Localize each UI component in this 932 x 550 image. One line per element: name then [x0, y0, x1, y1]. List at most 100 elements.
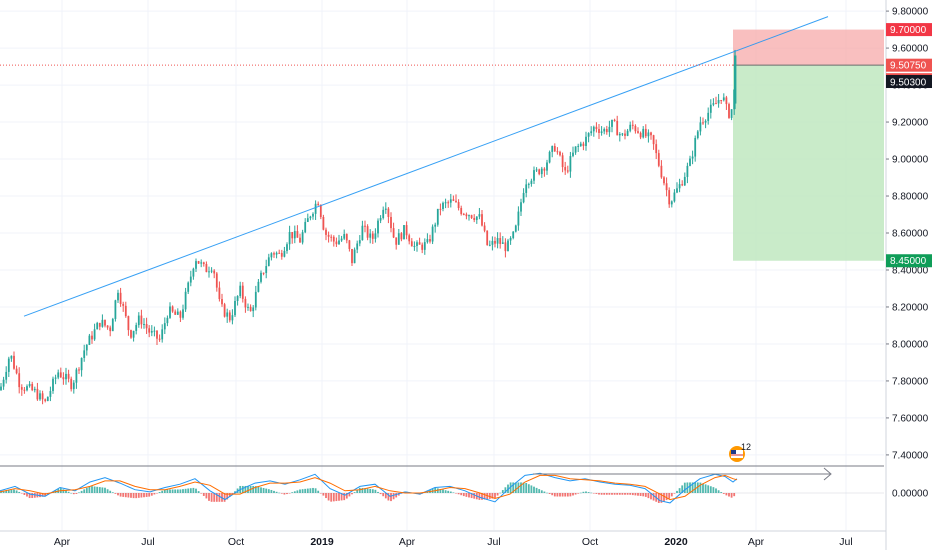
candle-body — [5, 371, 8, 380]
histogram-bar — [452, 492, 455, 493]
histogram-bar — [468, 493, 470, 498]
candle-body — [637, 131, 639, 133]
candle-body — [478, 214, 481, 217]
candle-body — [197, 261, 200, 264]
histogram-bar — [184, 488, 187, 493]
histogram-bar — [213, 493, 216, 502]
histogram-bar — [231, 493, 234, 494]
candle-body — [525, 184, 528, 193]
take-profit-zone[interactable] — [733, 65, 884, 261]
candle-body — [163, 323, 166, 330]
candle-body — [96, 322, 99, 330]
histogram-bar — [696, 482, 699, 493]
histogram-bar — [730, 493, 733, 498]
candle-body — [704, 120, 707, 123]
histogram-bar — [5, 490, 8, 493]
histogram-bar — [361, 488, 364, 493]
histogram-bar — [733, 493, 736, 497]
candle-body — [65, 373, 67, 380]
candle-body — [127, 316, 130, 331]
candle-body — [709, 104, 712, 113]
oscillator-pane — [0, 465, 884, 504]
candle-body — [660, 165, 663, 178]
trend-line-segment[interactable] — [23, 16, 829, 317]
candle-body — [564, 167, 567, 171]
candle-body — [179, 311, 182, 318]
candle-body — [533, 170, 535, 181]
histogram-bar — [483, 493, 486, 500]
histogram-bar — [390, 493, 392, 502]
candle-body — [644, 128, 647, 137]
candle-body — [335, 241, 338, 245]
candle-body — [460, 208, 463, 214]
candle-body — [15, 368, 18, 374]
histogram-bar — [652, 493, 655, 501]
candle-body — [379, 218, 382, 221]
histogram-bar — [93, 486, 96, 493]
histogram-bar — [85, 487, 88, 493]
candle-body — [200, 262, 203, 264]
histogram-bar — [533, 486, 535, 493]
candle-body — [57, 372, 60, 378]
candle-body — [499, 238, 502, 244]
histogram-bar — [275, 491, 278, 493]
histogram-bar — [491, 493, 494, 499]
histogram-bar — [96, 486, 99, 493]
candle-body — [67, 373, 70, 379]
candle-body — [80, 357, 83, 371]
target-price-label-bg — [886, 254, 932, 268]
candle-body — [496, 238, 499, 244]
histogram-bar — [704, 484, 707, 493]
histogram-bar — [720, 492, 723, 493]
candle-body — [280, 253, 283, 257]
candle-body — [585, 136, 587, 147]
histogram-bar — [104, 487, 106, 493]
price-tick-label: 8.20000 — [892, 302, 929, 313]
histogram-bar — [577, 493, 580, 494]
trend-line[interactable] — [23, 16, 829, 317]
candle-body — [434, 224, 437, 227]
candle-body — [374, 233, 377, 239]
stop-loss-zone[interactable] — [733, 29, 884, 66]
histogram-bar — [218, 493, 221, 502]
candle-body — [366, 226, 369, 238]
entry-price-label: 9.50750 — [890, 61, 927, 72]
histogram-bar — [579, 492, 582, 494]
candle-body — [494, 240, 496, 244]
histogram-bar — [137, 493, 140, 498]
histogram-bar — [530, 485, 533, 493]
histogram-bar — [668, 493, 671, 499]
histogram-bar — [299, 489, 301, 493]
histogram-bar — [374, 489, 377, 493]
histogram-bar — [460, 493, 463, 496]
candle-body — [343, 234, 346, 239]
histogram-bar — [109, 490, 112, 493]
price-tick-label: 9.00000 — [892, 155, 929, 166]
candle-body — [236, 296, 239, 301]
histogram-bar — [62, 489, 65, 493]
flag-marker[interactable]: 12 — [729, 442, 751, 462]
histogram-bar — [215, 493, 218, 502]
candle-body — [169, 306, 171, 318]
candle-body — [501, 242, 504, 244]
candle-body — [288, 231, 291, 245]
candle-body — [312, 213, 314, 217]
histogram-bar — [728, 493, 730, 497]
histogram-bar — [304, 488, 307, 493]
histogram-bar — [699, 482, 702, 493]
histogram-bar — [130, 493, 132, 498]
histogram-bar — [683, 482, 686, 493]
histogram-bar — [444, 490, 447, 493]
histogram-bar — [501, 490, 504, 493]
histogram-bar — [465, 493, 468, 497]
histogram-bar — [629, 493, 632, 495]
candle-body — [41, 393, 44, 400]
candle-body — [140, 315, 143, 325]
position-zones[interactable] — [733, 29, 884, 261]
histogram-bar — [200, 493, 203, 494]
candle-body — [569, 156, 572, 172]
time-axis[interactable]: Apr Jul Oct 2019 Apr Jul Oct 2020 Apr Jul — [0, 530, 886, 548]
candle-body — [2, 379, 5, 387]
histogram-bar — [603, 493, 606, 495]
